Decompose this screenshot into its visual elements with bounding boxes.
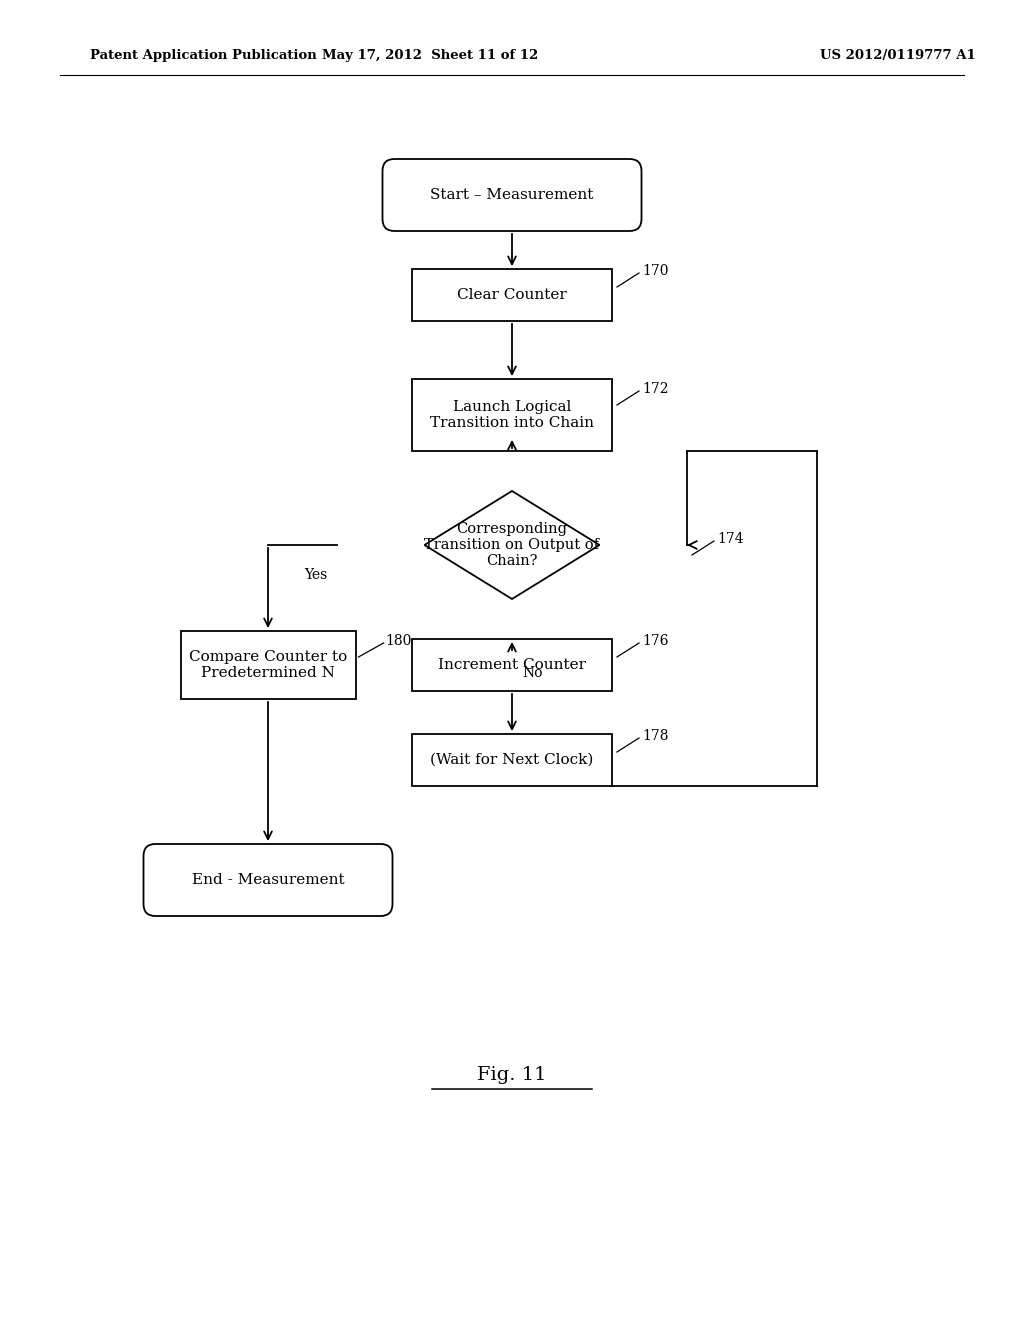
Bar <box>412 734 612 785</box>
Text: Compare Counter to
Predetermined N: Compare Counter to Predetermined N <box>188 649 347 680</box>
Bar <box>412 379 612 451</box>
FancyBboxPatch shape <box>143 843 392 916</box>
Text: Yes: Yes <box>304 568 327 582</box>
Text: Patent Application Publication: Patent Application Publication <box>90 49 316 62</box>
Text: End - Measurement: End - Measurement <box>191 873 344 887</box>
Text: 170: 170 <box>642 264 669 279</box>
Text: US 2012/0119777 A1: US 2012/0119777 A1 <box>820 49 976 62</box>
Text: 180: 180 <box>385 634 412 648</box>
Bar <box>412 639 612 690</box>
Text: Launch Logical
Transition into Chain: Launch Logical Transition into Chain <box>430 400 594 430</box>
Text: Fig. 11: Fig. 11 <box>477 1067 547 1084</box>
Polygon shape <box>425 491 599 599</box>
Text: 178: 178 <box>642 729 669 743</box>
Text: May 17, 2012  Sheet 11 of 12: May 17, 2012 Sheet 11 of 12 <box>322 49 539 62</box>
Text: (Wait for Next Clock): (Wait for Next Clock) <box>430 752 594 767</box>
Text: Increment Counter: Increment Counter <box>438 657 586 672</box>
Text: Start – Measurement: Start – Measurement <box>430 187 594 202</box>
Text: 174: 174 <box>717 532 743 546</box>
Text: Clear Counter: Clear Counter <box>457 288 567 302</box>
FancyBboxPatch shape <box>383 158 641 231</box>
Text: 176: 176 <box>642 634 669 648</box>
Text: 172: 172 <box>642 381 669 396</box>
Text: No: No <box>522 667 543 680</box>
Bar <box>180 631 355 700</box>
Text: Corresponding
Transition on Output of
Chain?: Corresponding Transition on Output of Ch… <box>425 521 599 568</box>
Bar <box>412 269 612 321</box>
